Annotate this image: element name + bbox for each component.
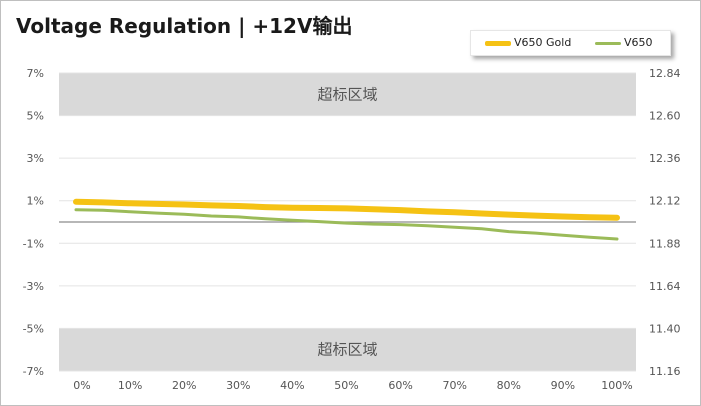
right-tick-label-2: 12.36 bbox=[649, 152, 681, 165]
zone-label-0: 超标区域 bbox=[317, 85, 377, 103]
x-tick-label-5: 50% bbox=[334, 379, 358, 392]
out-of-spec-zone-1 bbox=[59, 328, 636, 371]
x-tick-label-10: 100% bbox=[601, 379, 632, 392]
left-tick-label-5: -3% bbox=[23, 280, 44, 293]
x-tick-label-2: 20% bbox=[172, 379, 196, 392]
series-line-v650 bbox=[74, 208, 619, 241]
x-tick-label-1: 10% bbox=[118, 379, 142, 392]
right-tick-label-1: 12.60 bbox=[649, 110, 681, 123]
left-tick-label-3: 1% bbox=[27, 195, 44, 208]
legend-swatch-v650-gold bbox=[485, 40, 511, 46]
chart-title: Voltage Regulation | +12V输出 bbox=[16, 14, 353, 38]
right-tick-label-0: 12.84 bbox=[649, 67, 681, 80]
left-tick-label-0: 7% bbox=[27, 67, 44, 80]
x-tick-label-0: 0% bbox=[73, 379, 90, 392]
right-tick-label-3: 12.12 bbox=[649, 195, 681, 208]
left-tick-label-6: -5% bbox=[23, 322, 44, 335]
x-tick-label-3: 30% bbox=[226, 379, 250, 392]
series-line-v650-gold bbox=[73, 198, 620, 221]
legend-item-v650-gold: V650 Gold bbox=[485, 36, 571, 49]
x-tick-label-9: 90% bbox=[551, 379, 575, 392]
zone-label-1: 超标区域 bbox=[317, 341, 377, 359]
x-tick-label-8: 80% bbox=[497, 379, 521, 392]
left-tick-label-2: 3% bbox=[27, 152, 44, 165]
left-tick-label-7: -7% bbox=[23, 365, 44, 378]
chart-legend: V650 Gold V650 bbox=[470, 30, 671, 56]
out-of-spec-zone-0 bbox=[59, 73, 636, 116]
legend-label-v650-gold: V650 Gold bbox=[514, 36, 572, 49]
right-tick-label-7: 11.16 bbox=[649, 365, 681, 378]
right-tick-label-6: 11.40 bbox=[649, 322, 681, 335]
legend-item-v650: V650 bbox=[595, 36, 653, 49]
x-tick-label-4: 40% bbox=[280, 379, 304, 392]
legend-label-v650: V650 bbox=[624, 36, 653, 49]
x-tick-label-7: 70% bbox=[442, 379, 466, 392]
left-tick-label-1: 5% bbox=[27, 110, 44, 123]
right-tick-label-5: 11.64 bbox=[649, 280, 681, 293]
left-tick-label-4: -1% bbox=[23, 237, 44, 250]
x-tick-label-6: 60% bbox=[388, 379, 412, 392]
legend-swatch-v650 bbox=[595, 41, 621, 45]
right-tick-label-4: 11.88 bbox=[649, 237, 681, 250]
